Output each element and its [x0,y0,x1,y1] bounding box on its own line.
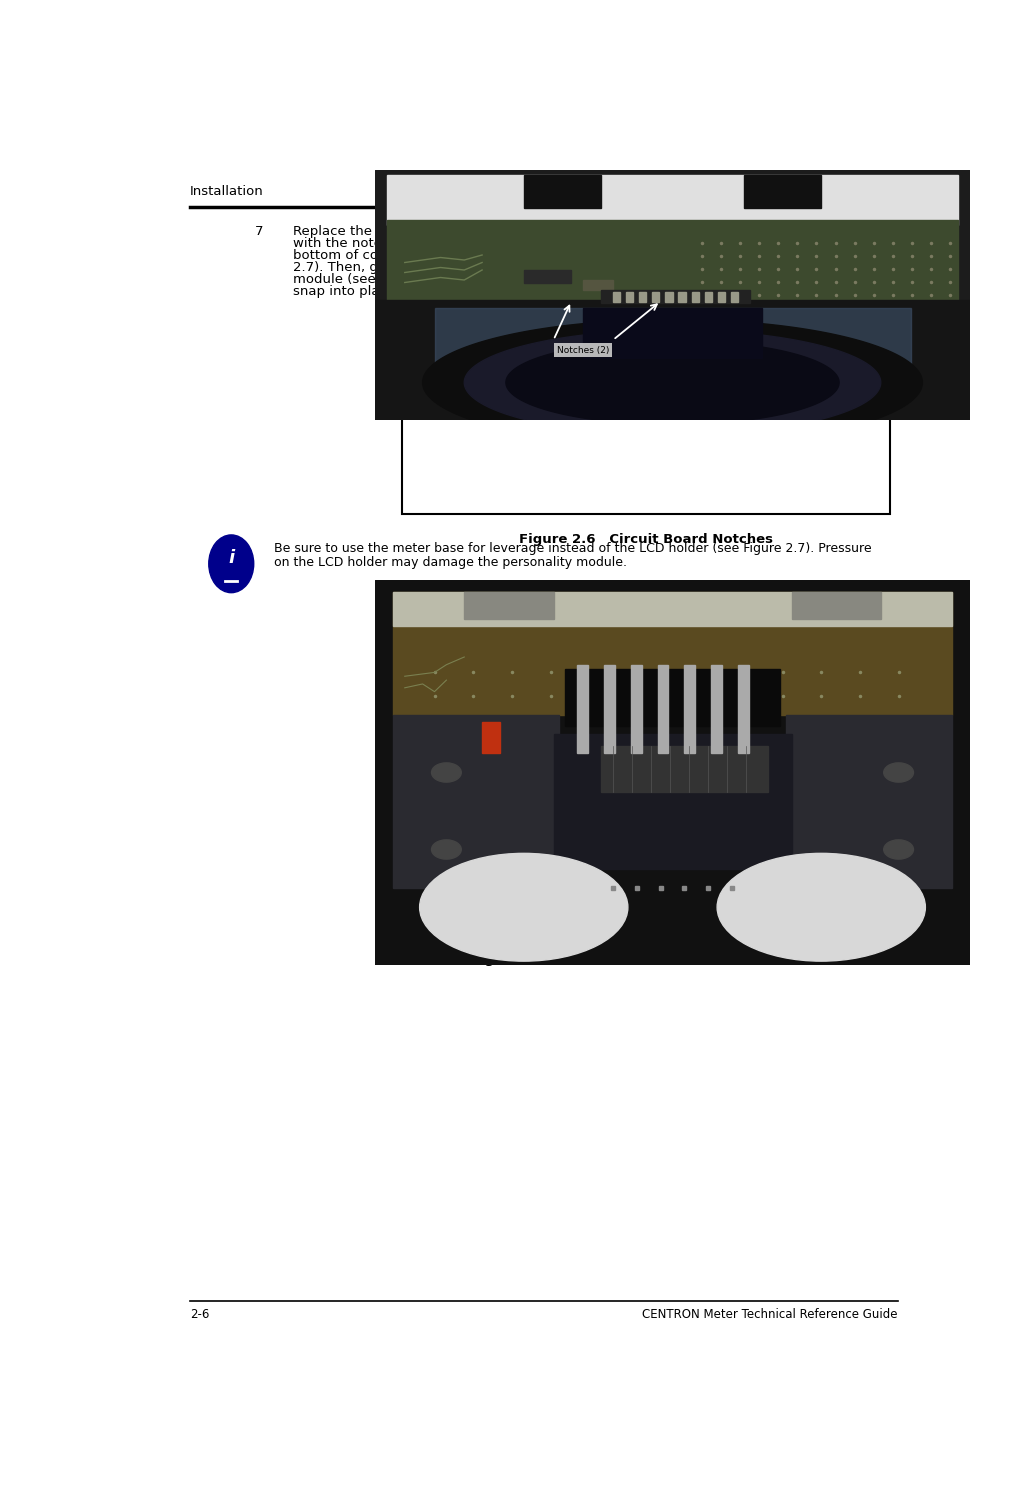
Ellipse shape [209,535,253,593]
Bar [711,665,722,754]
Text: Notches (2): Notches (2) [557,346,610,355]
Bar [631,665,641,754]
Bar [679,292,686,302]
Bar [435,307,911,383]
Bar [387,174,958,225]
Ellipse shape [717,854,925,961]
Bar [604,665,615,754]
Text: Installation: Installation [190,185,264,198]
Circle shape [432,840,461,860]
Bar [737,665,749,754]
Text: Figure 2.6   Circuit Board Notches: Figure 2.6 Circuit Board Notches [519,533,773,545]
Text: on the LCD holder may damage the personality module.: on the LCD holder may damage the persona… [274,556,627,569]
Bar [601,291,750,302]
Circle shape [432,763,461,782]
Bar [626,292,633,302]
Text: Figure 2.7   Board-to-Board Connector, Bottom: Figure 2.7 Board-to-Board Connector, Bot… [471,952,821,966]
Bar [387,221,958,299]
Text: bottom of connector to mate the connector to metrology board (see Figure: bottom of connector to mate the connecto… [293,249,794,262]
Bar [393,715,559,888]
Bar [744,174,822,207]
Circle shape [883,840,914,860]
Polygon shape [422,319,923,446]
Bar [791,592,880,618]
Polygon shape [505,341,839,425]
Bar [464,592,553,618]
Text: i: i [228,548,234,566]
Bar [785,715,952,888]
Bar [652,292,659,302]
Text: Be sure to use the meter base for leverage instead of the LCD holder (see Figure: Be sure to use the meter base for levera… [274,542,871,556]
Bar [657,665,669,754]
Text: snap into place.: snap into place. [293,285,399,298]
Bar [613,292,620,302]
Bar [402,298,890,514]
Circle shape [883,763,914,782]
Text: Replace the board-to-board connector by aligning the top of the connector: Replace the board-to-board connector by … [293,225,793,238]
Text: module (see Figure 2.8). The connector is seated correctly when you hear it: module (see Figure 2.8). The connector i… [293,273,800,286]
Bar [393,592,952,626]
Bar [524,270,571,283]
Bar [639,292,646,302]
Text: 7: 7 [254,225,263,238]
Bar [375,299,970,420]
Bar [718,292,725,302]
Bar [402,614,890,933]
Bar [393,592,952,715]
Bar [692,292,699,302]
Bar [705,292,712,302]
Ellipse shape [419,854,628,961]
Text: with the notches in the circuit board (see Figure 2.6) and pressing gently at th: with the notches in the circuit board (s… [293,237,825,250]
Bar [553,735,791,869]
Polygon shape [464,329,880,435]
Text: 2-6: 2-6 [190,1308,210,1320]
Bar [482,723,500,754]
Bar [730,292,737,302]
Text: CENTRON Meter Technical Reference Guide: CENTRON Meter Technical Reference Guide [642,1308,898,1320]
Bar [583,280,613,291]
Bar [601,745,768,791]
Bar [524,174,601,207]
Bar [565,669,780,726]
Bar [577,665,588,754]
Bar [666,292,673,302]
Bar [583,307,762,358]
Text: 2.7). Then, gently press the top of the connector to mate it to the register: 2.7). Then, gently press the top of the … [293,261,788,274]
Bar [685,665,695,754]
